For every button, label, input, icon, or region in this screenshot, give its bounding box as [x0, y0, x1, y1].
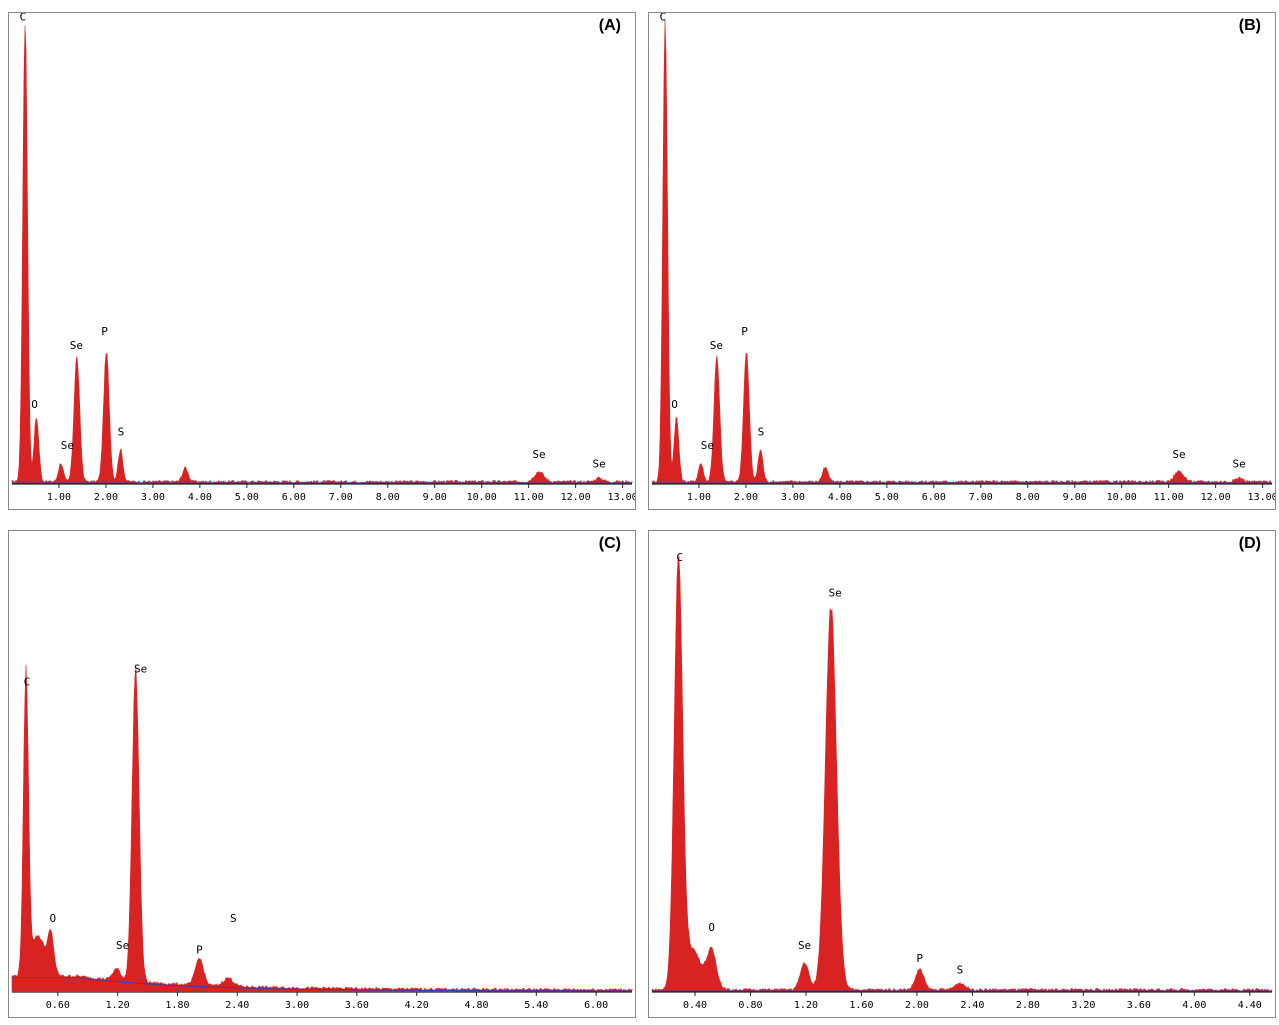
x-tick-label: 2.00: [734, 492, 758, 503]
peak-label: Se: [116, 939, 129, 952]
x-tick-label: 0.40: [683, 1000, 707, 1011]
peak-label: P: [196, 943, 203, 956]
peak-label: P: [916, 952, 923, 965]
panel-label-c: (C): [598, 535, 621, 552]
x-tick-label: 1.20: [794, 1000, 818, 1011]
peak-label: S: [758, 425, 765, 438]
spectrum-chart-c: 0.60 1.20 1.80 2.40 3.00 3.60 4.20 4.80 5.40 6.00…: [11, 662, 633, 1011]
panel-label-b: (B): [1238, 17, 1261, 34]
spectrum-area: [11, 664, 633, 992]
peak-label: C: [24, 676, 31, 689]
x-tick-label: 3.60: [345, 1000, 369, 1011]
peak-label: C: [659, 13, 666, 23]
peak-label: Se: [1232, 457, 1245, 470]
x-tick-label: 8.00: [376, 492, 400, 503]
peak-label: C: [19, 13, 26, 23]
x-tick-label: 7.00: [329, 492, 353, 503]
spectrum-panel-a: 1.00 2.00 3.00 4.00 5.00 6.00 7.00 8.00 9.00 10.0…: [8, 12, 636, 510]
x-tick-label: 9.00: [1063, 492, 1087, 503]
x-tick-label: 1.80: [165, 1000, 189, 1011]
peak-label: Se: [828, 587, 841, 600]
x-tick-label: 3.00: [781, 492, 805, 503]
x-tick-label: 7.00: [969, 492, 993, 503]
spectrum-panel-c: 0.60 1.20 1.80 2.40 3.00 3.60 4.20 4.80 5.40 6.00…: [8, 530, 636, 1018]
x-tick-label: 2.40: [225, 1000, 249, 1011]
x-tick-label: 6.00: [584, 1000, 608, 1011]
x-tick-label: 1.60: [849, 1000, 873, 1011]
x-tick-label: 9.00: [423, 492, 447, 503]
x-tick-label: 6.00: [922, 492, 946, 503]
x-tick-label: 3.20: [1071, 1000, 1095, 1011]
x-tick-label: 3.60: [1127, 1000, 1151, 1011]
x-tick-label: 3.00: [141, 492, 165, 503]
x-tick-label: 3.00: [285, 1000, 309, 1011]
x-tick-label: 11.00: [1154, 492, 1184, 503]
x-tick-label: 4.80: [464, 1000, 488, 1011]
peak-label: O: [671, 398, 678, 411]
x-tick-label: 5.00: [875, 492, 899, 503]
x-tick-label: 10.00: [1107, 492, 1137, 503]
x-tick-label: 2.00: [905, 1000, 929, 1011]
peak-label: Se: [1172, 448, 1185, 461]
peak-label: O: [50, 912, 57, 925]
x-tick-label: 2.00: [94, 492, 118, 503]
x-tick-label: 13.00: [1248, 492, 1275, 503]
x-tick-label: 2.40: [960, 1000, 984, 1011]
x-tick-label: 1.20: [106, 1000, 130, 1011]
spectrum-chart-d: 0.40 0.80 1.20 1.60 2.00 2.40 2.80 3.20 3.60 4.00…: [651, 551, 1273, 1011]
peak-label: P: [101, 325, 108, 338]
spectrum-panel-b: 1.00 2.00 3.00 4.00 5.00 6.00 7.00 8.00 9.00 10.0…: [648, 12, 1276, 510]
peak-label: C: [676, 551, 683, 564]
x-tick-label: 12.00: [561, 492, 591, 503]
peak-label: Se: [532, 448, 545, 461]
x-tick-label: 8.00: [1016, 492, 1040, 503]
peak-label: S: [118, 425, 125, 438]
peak-label: S: [230, 912, 237, 925]
x-tick-label: 0.60: [46, 1000, 70, 1011]
x-tick-label: 4.20: [405, 1000, 429, 1011]
spectrum-chart-a: 1.00 2.00 3.00 4.00 5.00 6.00 7.00 8.00 9.00 10.0…: [11, 13, 635, 503]
x-tick-label: 12.00: [1201, 492, 1231, 503]
x-tick-label: 4.00: [188, 492, 212, 503]
background-fit-line: [12, 977, 632, 992]
x-tick-label: 4.00: [828, 492, 852, 503]
x-tick-label: 13.00: [608, 492, 635, 503]
x-tick-label: 2.80: [1016, 1000, 1040, 1011]
peak-label: P: [741, 325, 748, 338]
x-tick-label: 4.40: [1238, 1000, 1262, 1011]
peak-label: O: [708, 921, 715, 934]
spectrum-chart-b: 1.00 2.00 3.00 4.00 5.00 6.00 7.00 8.00 9.00 10.0…: [651, 13, 1275, 503]
peak-label: Se: [61, 439, 74, 452]
x-tick-label: 11.00: [514, 492, 544, 503]
x-tick-label: 1.00: [47, 492, 71, 503]
x-tick-label: 1.00: [687, 492, 711, 503]
x-tick-label: 5.00: [235, 492, 259, 503]
x-tick-label: 6.00: [282, 492, 306, 503]
x-tick-label: 10.00: [467, 492, 497, 503]
panel-label-a: (A): [598, 17, 621, 34]
peak-label: Se: [70, 339, 83, 352]
x-tick-label: 4.00: [1182, 1000, 1206, 1011]
x-tick-label: 0.80: [738, 1000, 762, 1011]
peak-label: Se: [710, 339, 723, 352]
x-tick-label: 5.40: [524, 1000, 548, 1011]
peak-label: Se: [592, 457, 605, 470]
spectrum-area: [11, 25, 633, 484]
panel-label-d: (D): [1238, 535, 1261, 552]
spectrum-area: [651, 555, 1273, 992]
peak-label: S: [957, 963, 964, 976]
peak-label: O: [31, 398, 38, 411]
peak-label: Se: [134, 662, 147, 675]
peak-label: Se: [701, 439, 714, 452]
spectrum-panel-d: 0.40 0.80 1.20 1.60 2.00 2.40 2.80 3.20 3.60 4.00…: [648, 530, 1276, 1018]
spectrum-area: [651, 19, 1273, 484]
peak-label: Se: [798, 939, 811, 952]
